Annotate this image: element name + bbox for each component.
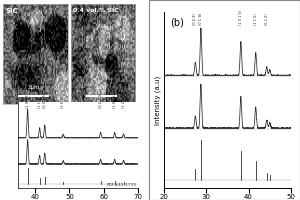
Text: (1 1 0): (1 1 0) [38, 96, 42, 108]
Text: (0 2 1 0): (0 2 1 0) [99, 93, 103, 108]
Text: 0.4 vol.% SiC: 0.4 vol.% SiC [73, 8, 119, 13]
Y-axis label: Intensity (a.u): Intensity (a.u) [154, 75, 161, 125]
Text: (0 1¯8): (0 1¯8) [199, 12, 203, 25]
Text: (1 0 1 5): (1 0 1 5) [239, 10, 243, 25]
Text: (0 0 1 5): (0 0 1 5) [43, 93, 47, 108]
Text: (0 0 9): (0 0 9) [194, 13, 197, 25]
Text: PDF#49-1713: PDF#49-1713 [107, 183, 137, 187]
Text: (1 0¯10): (1 0¯10) [26, 93, 30, 108]
Text: (1 2¯5): (1 2¯5) [122, 95, 126, 108]
Text: (1 1 0): (1 1 0) [254, 13, 258, 25]
Text: SiC: SiC [6, 8, 18, 14]
Text: 2μm: 2μm [27, 85, 40, 90]
Text: (2 0¯5): (2 0¯5) [61, 95, 65, 108]
Text: (b): (b) [170, 17, 184, 27]
Text: (1 0¯15): (1 0¯15) [113, 93, 117, 108]
Text: 2μm: 2μm [95, 85, 107, 90]
Text: (6 1 0): (6 1 0) [265, 13, 269, 25]
